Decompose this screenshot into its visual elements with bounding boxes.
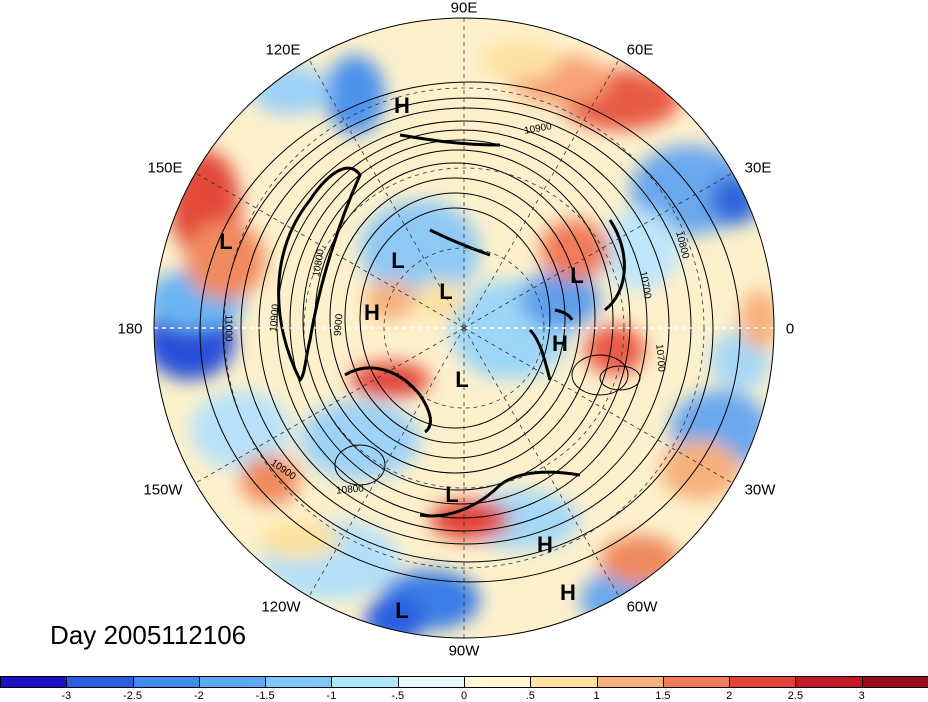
colorbar-tick-label: 3 [858,690,865,702]
map-boundary [153,17,775,639]
longitude-label-30e: 30E [744,159,772,177]
longitude-label-90w: 90W [448,642,480,660]
colorbar-tick-label: .5 [525,690,535,702]
colorbar-swatch [861,676,928,688]
colorbar-swatch [662,676,731,688]
pressure-center-low: L [395,598,409,623]
colorbar-swatch [397,676,465,688]
longitude-label-30w: 30W [744,481,776,499]
pressure-center-low: L [445,482,459,507]
longitude-label-120e: 120E [265,41,301,59]
colorbar-tick-label: -1.5 [255,690,275,702]
colorbar-swatch [331,676,399,688]
colorbar-tick-label: 1.5 [655,690,671,702]
longitude-label-60e: 60E [626,41,654,59]
grid-lines [154,18,774,638]
longitude-label-0: 0 [785,320,795,338]
pressure-center-low: L [391,248,405,273]
colorbar-tick-label: 0 [460,690,468,702]
contour-label: 9900 [332,313,346,337]
colorbar-swatch [265,676,333,688]
map-title: Day 2005112106 [50,620,247,650]
longitude-label-90e: 90E [450,0,478,17]
colorbar-swatch [596,676,664,688]
colorbar-tick-label: -.5 [391,690,405,702]
pressure-center-high: H [537,532,553,557]
shaded-anomaly-field [154,18,774,638]
colorbar-swatch [464,676,532,688]
pressure-center-high: H [394,93,410,118]
height-contours [199,81,741,583]
pressure-center-high: H [364,300,380,325]
colorbar-tick-label: 2.5 [787,690,804,702]
colorbar-swatch [0,676,68,688]
colorbar-tick-label: -2 [193,690,204,702]
colorbar-tick-label: 1 [593,690,600,702]
longitude-label-60w: 60W [626,598,658,616]
colorbar-tick-label: -1 [326,690,337,702]
colorbar-tick-label: -3 [61,690,72,702]
longitude-label-180: 180 [117,320,143,338]
colorbar-tick-label: 2 [726,690,733,702]
pressure-center-high: H [552,331,568,356]
longitude-label-150w: 150W [143,481,183,499]
colorbar: -3 -2.5 -2 -1.5 -1 -.5 0 .5 1 1.5 2 2.5 3 [0,676,928,702]
contour-label: 10700 [653,343,667,373]
pressure-center-low: L [439,279,453,304]
pressure-center-low: L [455,367,469,392]
contour-label: 11000 [222,314,234,342]
longitude-label-150e: 150E [147,159,183,177]
colorbar-swatch [66,676,134,688]
colorbar-swatch [530,676,598,688]
pressure-center-high: H [560,580,576,605]
colorbar-swatch [729,676,797,688]
pressure-center-low: L [570,263,584,288]
longitude-label-120w: 120W [261,598,301,616]
pressure-center-low: L [219,229,233,254]
colorbar-tick-label: -2.5 [123,690,143,702]
colorbar-swatch [795,676,863,688]
colorbar-swatch [198,676,267,688]
colorbar-swatch [132,676,200,688]
